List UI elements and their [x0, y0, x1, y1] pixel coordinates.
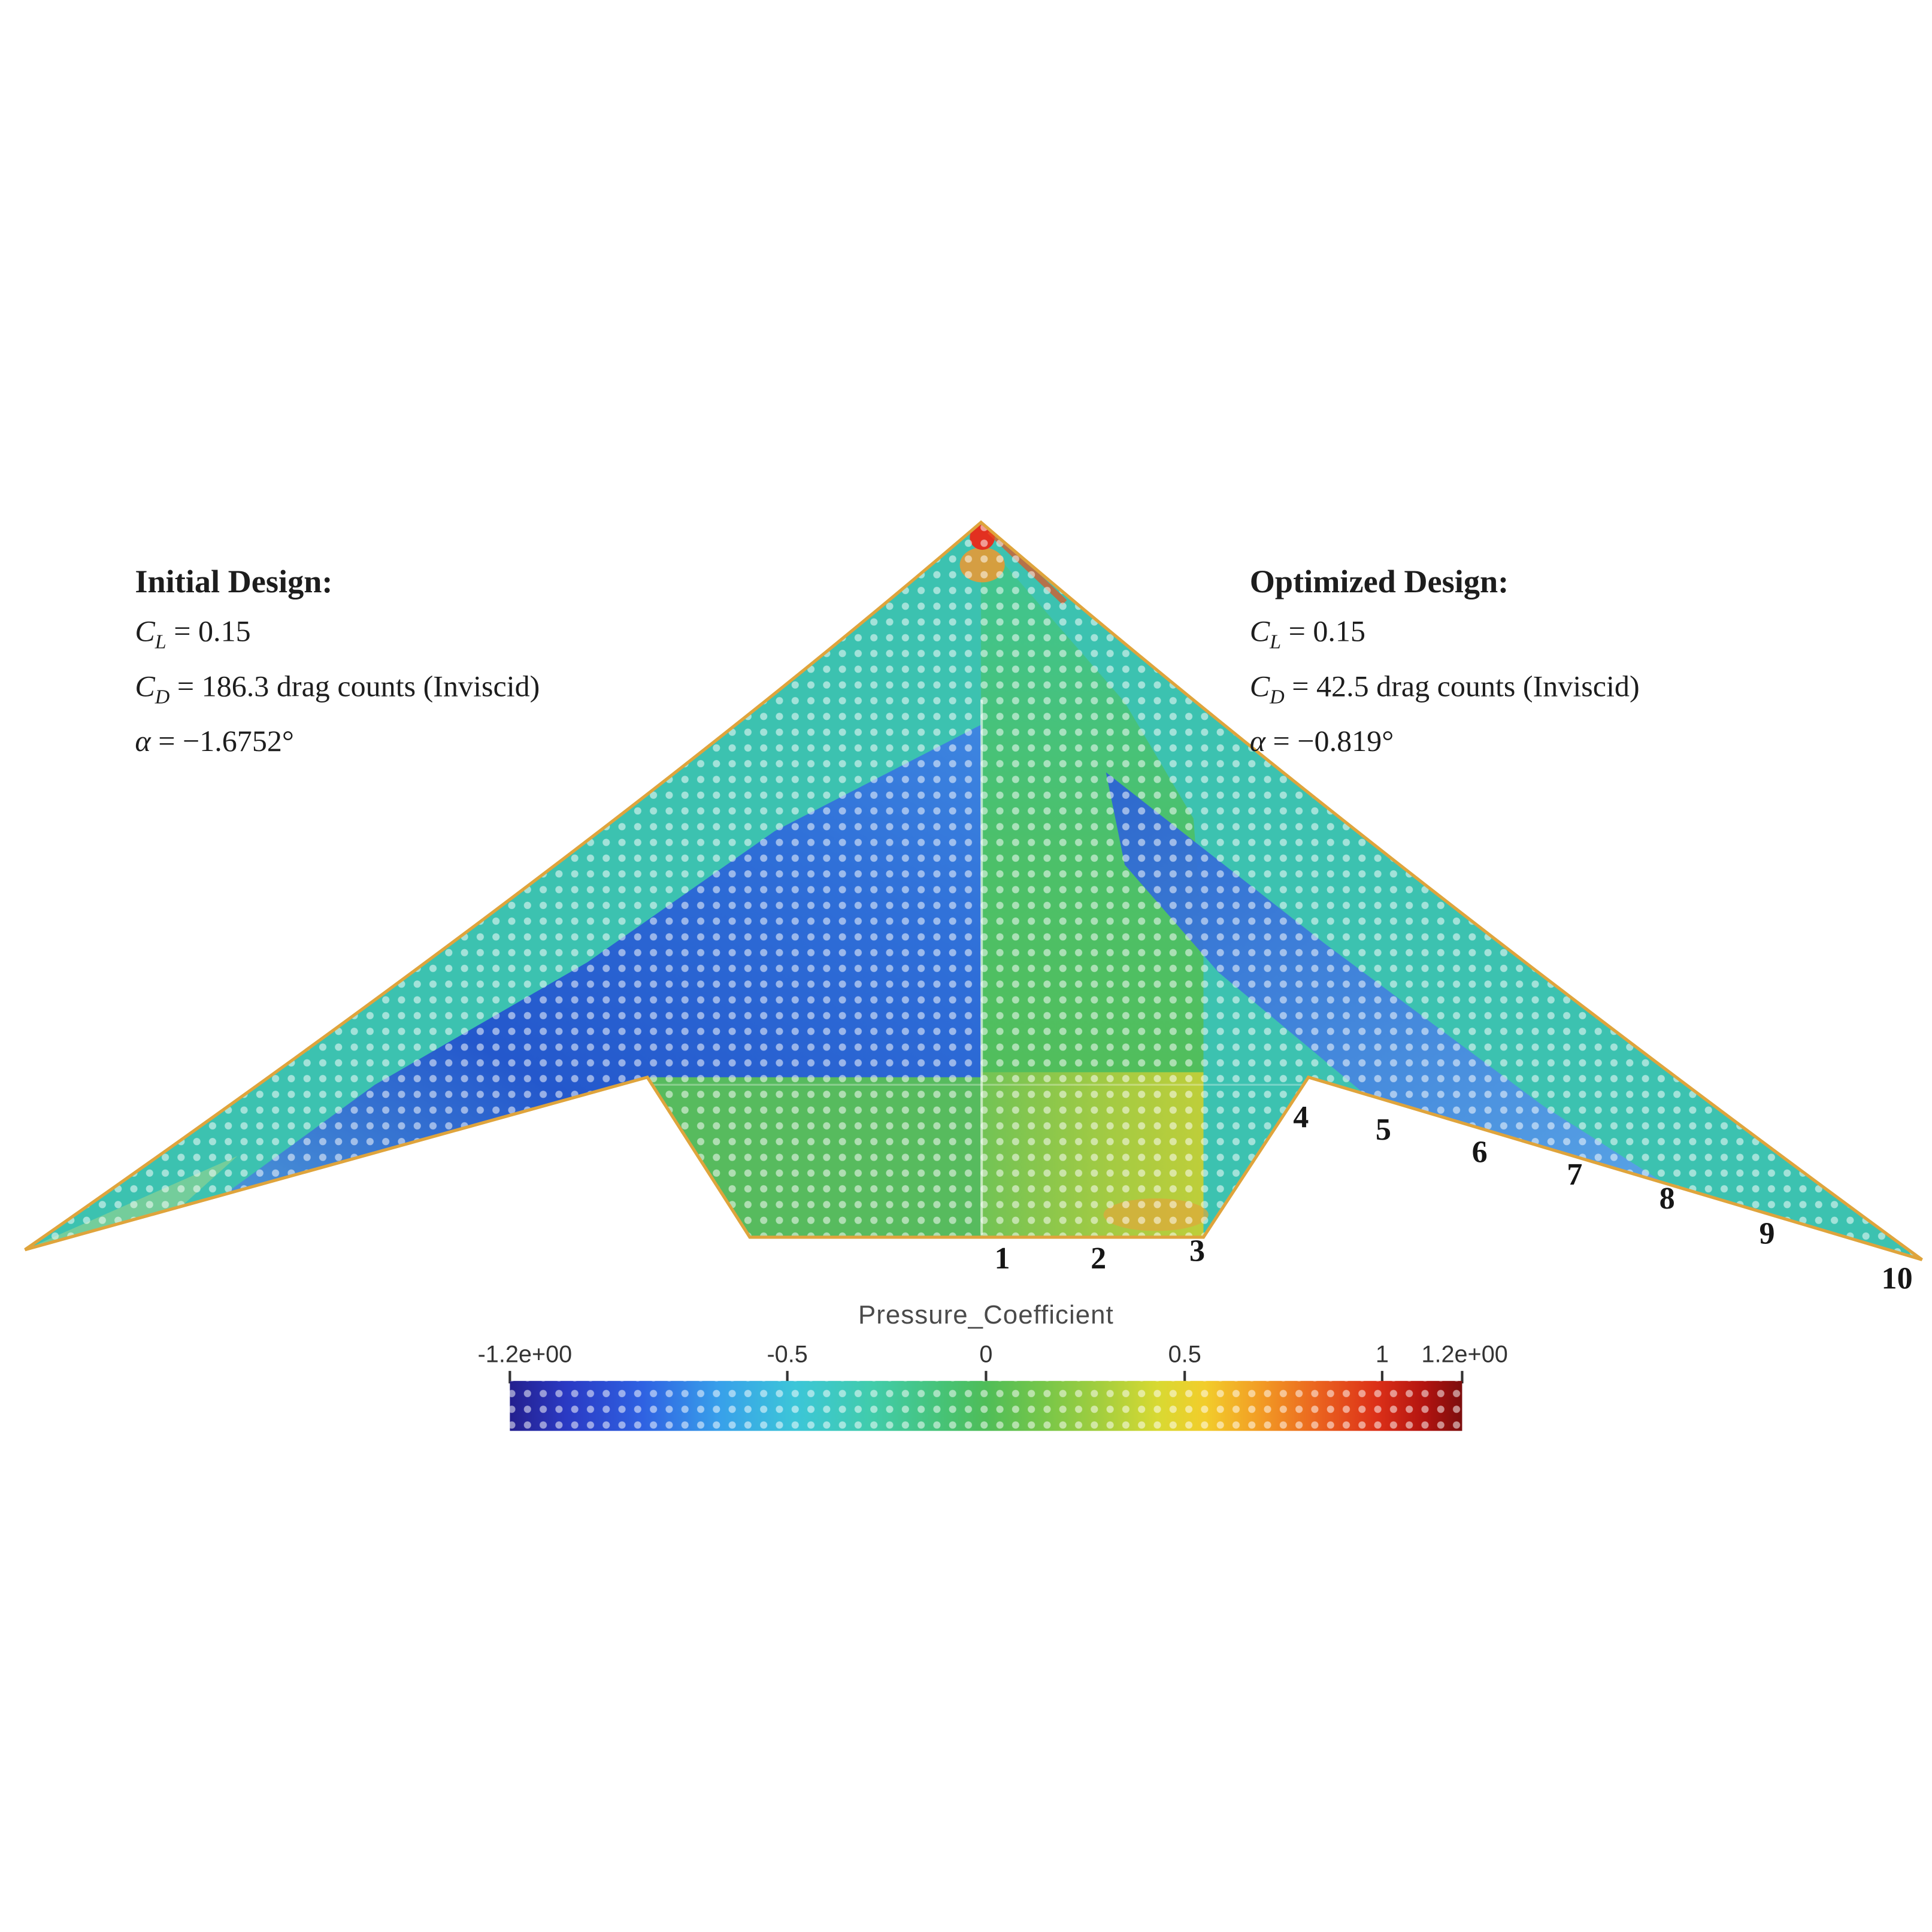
- optimized-alpha-line: α = −0.819°: [1249, 725, 1394, 758]
- section-label-9: 9: [1759, 1217, 1775, 1251]
- colorbar-tick-pos05: 0.5: [1168, 1342, 1201, 1368]
- initial-cd-line: CD = 186.3 drag counts (Inviscid): [135, 671, 540, 708]
- initial-design-annotation: Initial Design: CL = 0.15 CD = 186.3 dra…: [135, 560, 540, 764]
- colorbar-title: Pressure_Coefficient: [858, 1301, 1114, 1330]
- optimized-design-title: Optimized Design:: [1249, 564, 1509, 600]
- section-label-8: 8: [1659, 1182, 1675, 1216]
- colorbar: [508, 1371, 1464, 1431]
- colorbar-tick-zero: 0: [979, 1342, 993, 1368]
- colorbar-tick-one: 1: [1375, 1342, 1389, 1368]
- section-label-6: 6: [1471, 1135, 1488, 1170]
- section-label-10: 10: [1881, 1262, 1913, 1296]
- section-label-4: 4: [1293, 1101, 1309, 1135]
- colorbar-tick-min: -1.2e+00: [477, 1342, 573, 1368]
- optimized-cl-line: CL = 0.15: [1249, 616, 1366, 653]
- section-label-5: 5: [1375, 1113, 1392, 1147]
- section-label-1: 1: [994, 1242, 1010, 1276]
- colorbar-tick-neg05: -0.5: [767, 1342, 808, 1368]
- section-label-2: 2: [1091, 1242, 1107, 1276]
- initial-cl-line: CL = 0.15: [135, 616, 251, 653]
- section-label-3: 3: [1189, 1234, 1206, 1269]
- optimized-design-annotation: Optimized Design: CL = 0.15 CD = 42.5 dr…: [1250, 560, 1640, 764]
- colorbar-dots-overlay: [510, 1380, 1462, 1431]
- initial-alpha-line: α = −1.6752°: [135, 725, 294, 758]
- optimized-cd-line: CD = 42.5 drag counts (Inviscid): [1249, 671, 1640, 708]
- section-label-7: 7: [1567, 1158, 1583, 1192]
- colorbar-tick-max: 1.2e+00: [1421, 1342, 1508, 1368]
- initial-design-title: Initial Design:: [135, 564, 333, 600]
